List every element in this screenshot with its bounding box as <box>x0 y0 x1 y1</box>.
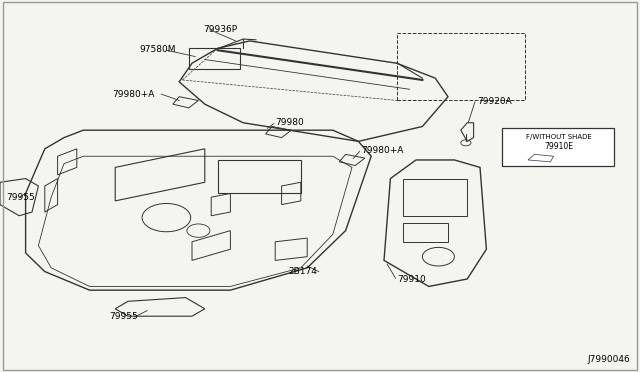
Text: 79910: 79910 <box>397 275 426 283</box>
Text: 79955: 79955 <box>109 312 138 321</box>
Text: 2B174: 2B174 <box>288 267 317 276</box>
Text: 79980: 79980 <box>275 118 304 126</box>
Text: 79936P: 79936P <box>204 25 237 34</box>
Text: 79980+A: 79980+A <box>112 90 154 99</box>
Text: 97580M: 97580M <box>139 45 175 54</box>
Bar <box>397 33 525 100</box>
Bar <box>189 48 240 69</box>
Bar <box>502 128 614 166</box>
Text: 79980+A: 79980+A <box>362 146 404 155</box>
Text: 79955: 79955 <box>6 193 35 202</box>
Text: 79910E: 79910E <box>544 142 573 151</box>
Text: 79920A: 79920A <box>477 97 511 106</box>
Text: F/WITHOUT SHADE: F/WITHOUT SHADE <box>525 134 591 140</box>
Text: J7990046: J7990046 <box>588 355 630 364</box>
